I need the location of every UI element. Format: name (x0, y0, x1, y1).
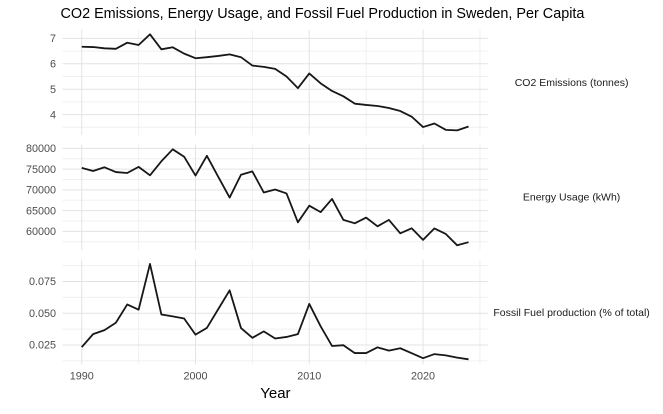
svg-text:CO2 Emissions, Energy Usage, a: CO2 Emissions, Energy Usage, and Fossil … (61, 6, 585, 22)
svg-text:Year: Year (260, 385, 290, 402)
svg-text:5: 5 (50, 84, 56, 96)
svg-text:65000: 65000 (26, 205, 56, 217)
svg-text:75000: 75000 (26, 164, 56, 176)
svg-text:2020: 2020 (411, 371, 435, 383)
svg-text:0.025: 0.025 (29, 340, 56, 352)
svg-text:CO2 Emissions (tonnes): CO2 Emissions (tonnes) (515, 77, 629, 89)
svg-text:70000: 70000 (26, 185, 56, 197)
svg-text:80000: 80000 (26, 143, 56, 155)
svg-text:1990: 1990 (70, 371, 94, 383)
svg-text:Energy Usage (kWh): Energy Usage (kWh) (523, 192, 620, 204)
svg-text:60000: 60000 (26, 226, 56, 238)
svg-text:6: 6 (50, 59, 56, 71)
svg-text:0.050: 0.050 (29, 308, 56, 320)
svg-text:4: 4 (50, 109, 56, 121)
svg-text:7: 7 (50, 33, 56, 45)
svg-text:2010: 2010 (297, 371, 321, 383)
svg-text:Fossil Fuel production (% of t: Fossil Fuel production (% of total) (493, 307, 649, 319)
svg-text:2000: 2000 (183, 371, 207, 383)
svg-text:0.075: 0.075 (29, 276, 56, 288)
